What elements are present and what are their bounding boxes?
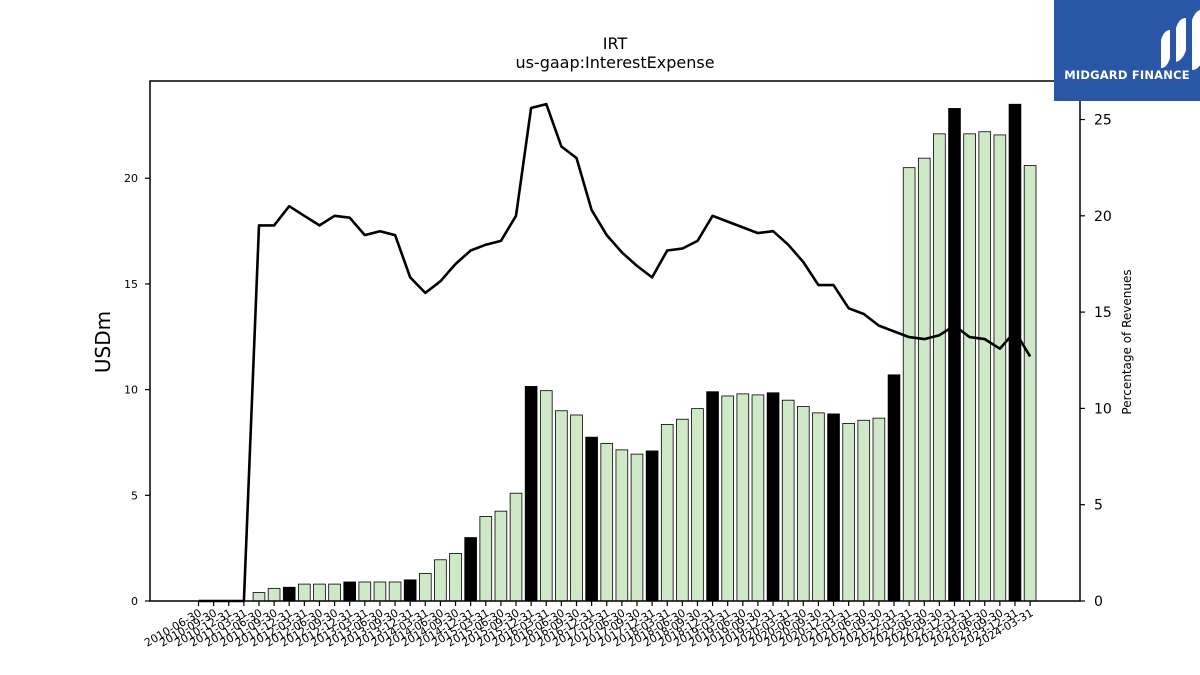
bar	[373, 581, 387, 602]
bar	[691, 408, 704, 602]
y-tick-label-right: 5	[1094, 498, 1103, 514]
bar	[857, 419, 871, 602]
chart-subtitle: us-gaap:InterestExpense	[515, 53, 714, 72]
bar	[978, 131, 992, 602]
bar	[706, 391, 719, 602]
bar	[570, 414, 583, 602]
bar	[1023, 165, 1037, 602]
y-tick-label-left: 20	[124, 172, 138, 185]
bar	[766, 392, 780, 602]
bar	[509, 492, 523, 602]
y-tick-label-left: 15	[124, 278, 138, 291]
plot-area: 0510152005101520252010-06-302010-09-3020…	[124, 80, 1112, 650]
y-axis-label-left: USDm	[91, 311, 115, 373]
y-tick-label-left: 5	[131, 489, 138, 502]
bar	[721, 395, 734, 602]
bar	[539, 390, 553, 602]
bar	[842, 423, 855, 602]
y-tick-label-right: 15	[1094, 305, 1112, 321]
y-tick-label-right: 20	[1094, 209, 1112, 225]
bar	[555, 410, 568, 602]
bar	[313, 583, 326, 602]
bar	[902, 167, 916, 602]
bar	[388, 581, 402, 602]
bar	[267, 587, 281, 602]
bar	[948, 108, 961, 602]
bar	[1008, 103, 1022, 602]
y-tick-label-right: 0	[1094, 594, 1103, 610]
bar	[298, 583, 311, 602]
bar	[524, 386, 538, 602]
bar	[993, 134, 1007, 602]
bar	[630, 453, 644, 602]
bar	[872, 417, 886, 602]
bar	[585, 436, 598, 602]
y-axis-label-right: Percentage of Revenues	[1120, 269, 1134, 414]
bar	[343, 581, 356, 602]
bar	[645, 450, 659, 602]
bar	[963, 133, 976, 602]
bar	[600, 443, 614, 602]
bar	[464, 537, 477, 602]
brand-name: MIDGARD FINANCE	[1064, 68, 1190, 82]
bar	[933, 133, 946, 602]
bar	[827, 413, 840, 602]
bar	[917, 157, 931, 602]
bar	[434, 559, 447, 602]
y-tick-label-left: 0	[131, 595, 138, 608]
plot-frame	[149, 80, 1081, 602]
bar	[328, 583, 341, 602]
bar	[282, 586, 296, 602]
bar	[252, 592, 266, 602]
bar	[418, 573, 432, 602]
bar	[736, 393, 750, 602]
chart-title: IRT	[603, 34, 628, 53]
bar	[479, 516, 493, 602]
bar	[676, 418, 689, 602]
bar	[660, 424, 674, 602]
y-tick-label-right: 25	[1094, 113, 1112, 129]
bar	[615, 449, 629, 602]
bar	[358, 581, 372, 602]
midgard-finance-logo: MIDGARD FINANCE	[1054, 0, 1200, 101]
revenue-percentage-line	[198, 102, 1032, 603]
bar	[887, 374, 901, 602]
logo-mark-icon	[1161, 9, 1200, 70]
y-tick-label-right: 10	[1094, 401, 1112, 417]
bar	[751, 394, 765, 602]
bar	[797, 406, 810, 602]
bar	[781, 399, 795, 602]
y-tick-label-left: 10	[124, 384, 138, 397]
bar	[494, 510, 508, 602]
bar	[449, 553, 462, 602]
bar	[403, 579, 417, 602]
bar	[812, 412, 825, 602]
